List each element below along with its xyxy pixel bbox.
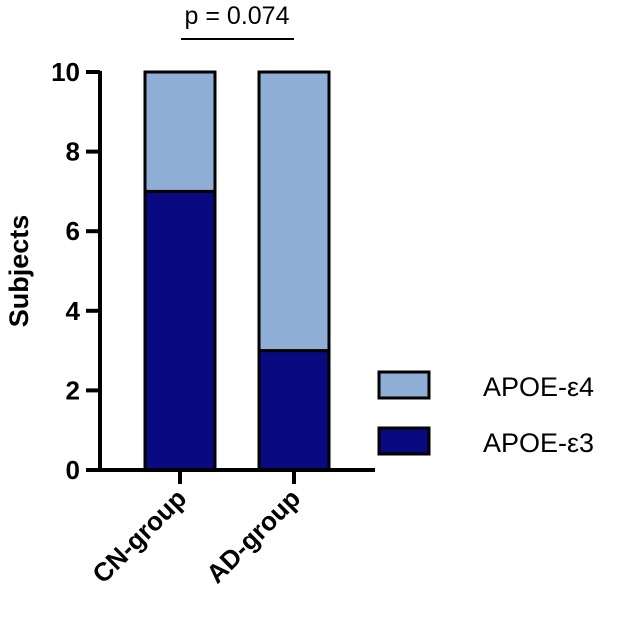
legend-swatch bbox=[377, 370, 431, 400]
legend: APOE-ε4 APOE-ε3 bbox=[377, 370, 594, 458]
y-tick-label: 2 bbox=[66, 375, 80, 405]
y-axis-title: Subjects bbox=[4, 215, 34, 328]
bar-segment-cn-group-series-1 bbox=[143, 70, 217, 193]
p-value-label: p = 0.074 bbox=[185, 2, 290, 30]
significance-annotation: p = 0.074 bbox=[181, 2, 294, 40]
bars-group bbox=[143, 70, 331, 472]
y-tick-label: 0 bbox=[66, 455, 80, 485]
bar-segment-cn-group-series-0 bbox=[143, 189, 217, 472]
x-tick-label-ad-group: AD-group bbox=[200, 483, 306, 589]
y-tick-label: 8 bbox=[66, 137, 80, 167]
y-ticks-group: 0 2 4 6 8 10 bbox=[51, 57, 100, 485]
x-ticks-group: CN-group AD-group bbox=[86, 470, 306, 589]
y-tick-label: 10 bbox=[51, 57, 80, 87]
bar-segment-ad-group-series-1 bbox=[257, 70, 331, 353]
legend-label: APOE-ε3 bbox=[483, 428, 594, 458]
bar-segment-ad-group-series-0 bbox=[257, 349, 331, 472]
legend-label: APOE-ε4 bbox=[483, 372, 594, 402]
legend-swatch bbox=[377, 426, 431, 456]
x-tick-label-cn-group: CN-group bbox=[86, 483, 192, 589]
axes-group bbox=[98, 71, 375, 472]
y-tick-label: 4 bbox=[66, 296, 81, 326]
y-tick-label: 6 bbox=[66, 216, 80, 246]
